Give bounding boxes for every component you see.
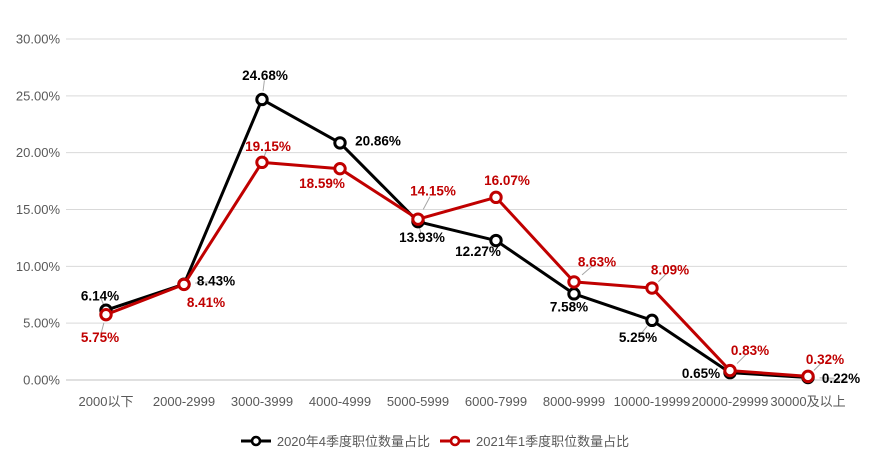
series-line-1 — [104, 97, 810, 379]
data-point-marker — [333, 136, 347, 150]
data-label: 6.14% — [81, 289, 119, 304]
data-label: 0.65% — [682, 366, 720, 381]
label-leader-line — [195, 281, 210, 284]
x-category-label: 8000-9999 — [543, 394, 605, 409]
data-label: 14.15% — [410, 184, 456, 199]
legend-line-marker-icon — [240, 435, 271, 446]
x-category-label: 6000-7999 — [465, 394, 527, 409]
series-line-2 — [104, 160, 810, 378]
data-label: 8.09% — [651, 263, 689, 278]
data-point-marker — [177, 277, 191, 292]
label-leader-line — [422, 196, 431, 210]
label-leader-line — [418, 227, 422, 235]
y-tick-label: 25.00% — [16, 88, 61, 103]
label-leader-line — [736, 354, 747, 364]
data-point-marker — [645, 313, 659, 328]
legend-label: 2021年1季度职位数量占比 — [476, 434, 630, 449]
y-tick-label: 10.00% — [16, 259, 61, 274]
legend-item-1: 2020年4季度职位数量占比 — [240, 431, 430, 450]
data-point-marker — [411, 212, 425, 226]
x-category-label: 20000-29999 — [692, 394, 769, 409]
data-label: 8.41% — [187, 295, 225, 310]
data-point-marker — [645, 281, 659, 295]
data-label: 0.83% — [731, 343, 769, 358]
data-point-marker — [255, 155, 269, 170]
data-label: 8.63% — [578, 254, 616, 269]
data-point-marker — [333, 161, 347, 176]
data-label: 13.93% — [399, 230, 445, 245]
data-label: 7.58% — [550, 299, 588, 314]
data-point-marker — [801, 369, 815, 384]
y-tick-label: 30.00% — [16, 32, 61, 47]
data-label: 19.15% — [245, 139, 291, 154]
x-category-label: 30000及以上 — [770, 394, 845, 409]
data-label: 12.27% — [455, 244, 501, 259]
data-point-marker — [489, 233, 503, 248]
data-label: 5.75% — [81, 330, 119, 345]
label-leader-line — [657, 273, 667, 283]
data-point-marker — [99, 307, 113, 322]
y-tick-label: 5.00% — [23, 316, 60, 331]
label-leader-line — [581, 265, 593, 276]
data-point-marker — [255, 92, 269, 107]
x-category-label: 5000-5999 — [387, 394, 449, 409]
data-label: 5.25% — [619, 330, 657, 345]
chart-legend: 2020年4季度职位数量占比 2021年1季度职位数量占比 — [0, 431, 869, 450]
legend-label: 2020年4季度职位数量占比 — [276, 434, 430, 449]
legend-item-2: 2021年1季度职位数量占比 — [439, 431, 629, 450]
data-label: 8.43% — [197, 274, 235, 289]
data-label: 0.32% — [806, 352, 844, 367]
data-point-marker — [567, 287, 581, 301]
data-label: 20.86% — [355, 133, 401, 148]
x-category-label: 4000-4999 — [309, 394, 371, 409]
x-category-label: 2000-2999 — [153, 394, 215, 409]
y-tick-label: 0.00% — [23, 373, 60, 388]
data-point-marker — [723, 363, 737, 378]
label-leader-line — [813, 362, 822, 371]
label-leader-line — [262, 80, 265, 92]
data-point-marker — [489, 190, 503, 205]
y-tick-label: 20.00% — [16, 145, 61, 160]
legend-line-marker-icon — [440, 435, 470, 446]
label-leader-line — [263, 149, 268, 157]
x-category-label: 3000-3999 — [231, 394, 293, 409]
data-label: 0.22% — [822, 371, 860, 386]
x-category-label: 2000以下 — [79, 394, 134, 409]
data-label: 18.59% — [299, 176, 345, 191]
x-category-label: 10000-19999 — [614, 394, 691, 409]
data-label: 24.68% — [242, 68, 288, 83]
data-label: 16.07% — [484, 173, 530, 188]
label-leader-line — [100, 322, 105, 334]
y-tick-label: 15.00% — [16, 202, 61, 217]
label-leader-line — [640, 325, 648, 335]
data-point-marker — [567, 275, 581, 289]
